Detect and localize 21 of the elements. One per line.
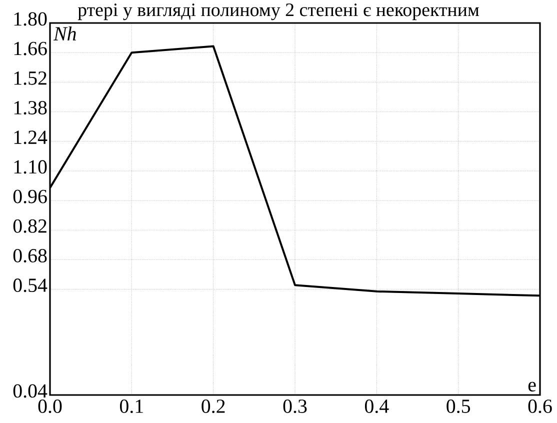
x-tick-label: 0.0	[38, 400, 62, 414]
y-tick-label: 1.38	[14, 101, 47, 115]
x-tick-label: 0.2	[202, 400, 225, 414]
y-tick-label: 0.68	[13, 248, 47, 262]
chart-title: ртері у вигляді полиному 2 степені є некоректним	[78, 4, 479, 20]
y-tick-label: 1.24	[14, 130, 48, 144]
y-tick-label: 1.80	[14, 12, 47, 26]
x-tick-label: 0.5	[446, 400, 470, 414]
x-tick-label: 0.1	[120, 400, 143, 414]
y-tick-label: 0.82	[13, 219, 46, 233]
x-tick-label: 0.4	[364, 400, 389, 414]
x-tick-label: 0.3	[283, 400, 307, 414]
x-tick-label: 0.6	[528, 400, 552, 414]
y-axis-title: Nh	[53, 26, 76, 40]
y-tick-label: 0.04	[13, 384, 48, 398]
y-tick-label: 1.52	[14, 71, 46, 85]
x-axis-title: e	[528, 382, 536, 392]
y-tick-label: 0.54	[13, 278, 48, 292]
y-tick-label: 0.96	[13, 190, 47, 204]
y-tick-label: 1.66	[14, 42, 47, 56]
y-tick-label: 1.10	[14, 160, 47, 174]
